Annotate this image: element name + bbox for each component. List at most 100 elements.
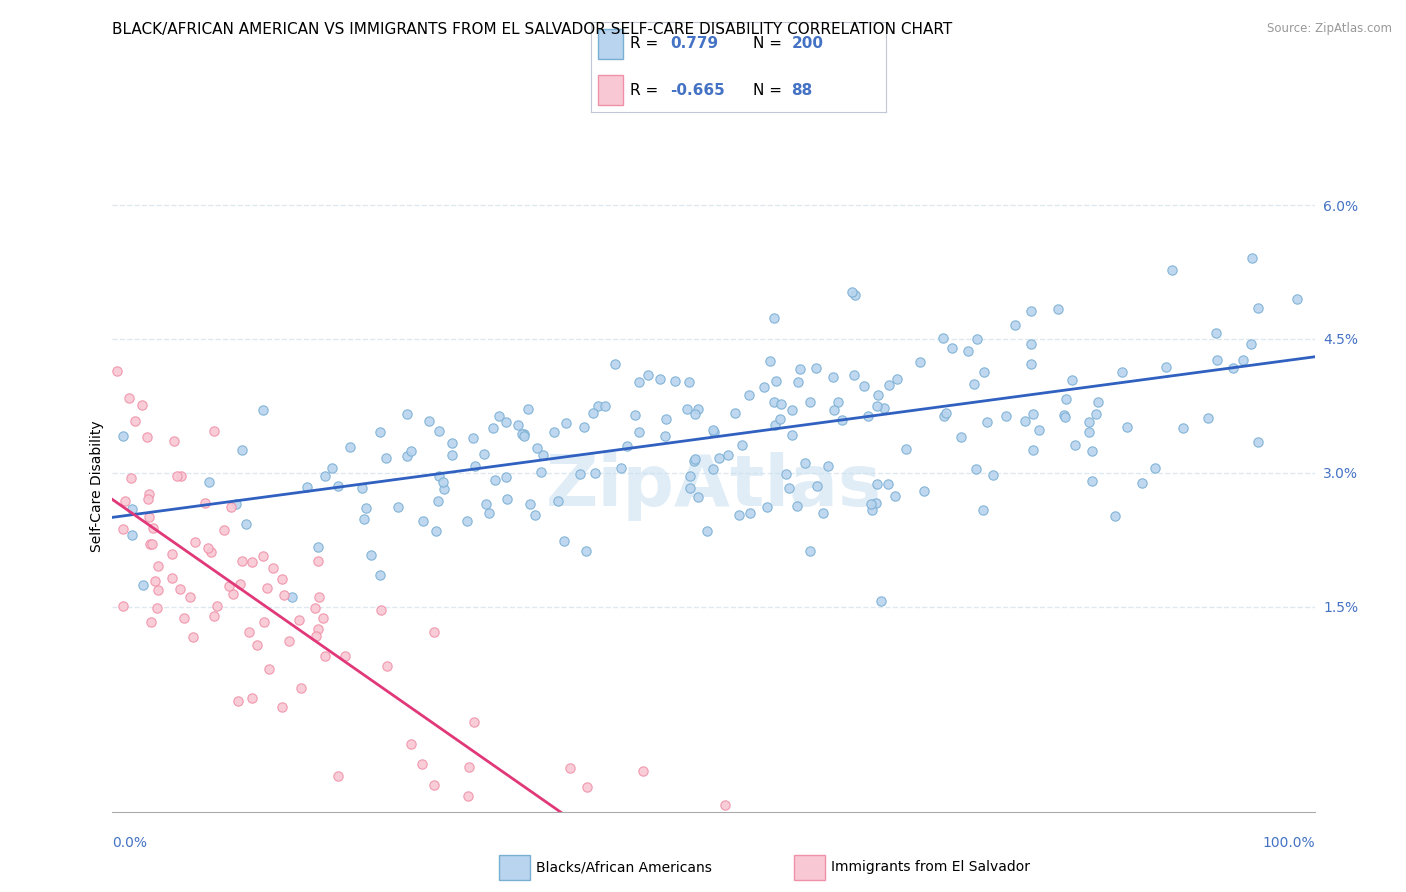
Point (957, 344, 980, 359)
Point (831, 413, 853, 427)
Text: 200: 200 (792, 37, 824, 51)
Point (295, 479, 318, 493)
Point (307, 622, 329, 636)
Point (120, 470, 142, 484)
Point (228, 694, 250, 708)
Point (253, 615, 276, 630)
Text: R =: R = (630, 83, 658, 97)
Point (769, 397, 792, 411)
Point (786, 375, 808, 389)
Point (972, 503, 994, 517)
Point (401, 737, 423, 751)
Point (995, 409, 1018, 423)
Point (877, 377, 900, 392)
Point (411, 757, 433, 772)
Point (107, 364, 129, 378)
Point (111, 429, 134, 443)
Point (762, 395, 785, 409)
Point (1154, 360, 1177, 375)
Point (1205, 326, 1227, 341)
Point (786, 499, 808, 513)
Point (457, 789, 479, 803)
Point (932, 409, 955, 424)
Point (162, 547, 184, 561)
Point (860, 503, 883, 517)
Point (326, 769, 349, 783)
Text: N =: N = (754, 37, 782, 51)
Point (683, 407, 706, 421)
Point (481, 421, 503, 435)
Point (222, 587, 245, 601)
Point (238, 625, 260, 640)
Point (1054, 392, 1077, 406)
Point (304, 600, 326, 615)
Point (603, 357, 626, 371)
Text: BLACK/AFRICAN AMERICAN VS IMMIGRANTS FROM EL SALVADOR SELF-CARE DISABILITY CORRE: BLACK/AFRICAN AMERICAN VS IMMIGRANTS FRO… (112, 22, 953, 37)
Point (799, 395, 821, 409)
Point (422, 625, 444, 640)
Point (141, 536, 163, 550)
Point (131, 398, 153, 412)
Point (1205, 353, 1227, 368)
Point (433, 482, 456, 496)
Text: Blacks/African Americans: Blacks/African Americans (536, 860, 711, 874)
Point (395, 407, 418, 421)
Point (853, 378, 876, 392)
Point (627, 425, 650, 439)
Point (166, 468, 188, 483)
Point (312, 611, 335, 625)
Point (252, 549, 274, 563)
Point (973, 366, 995, 380)
Point (650, 372, 672, 386)
Point (686, 491, 709, 505)
Point (354, 501, 377, 516)
Point (496, 492, 519, 507)
Text: -0.665: -0.665 (671, 83, 725, 97)
Point (387, 500, 409, 515)
Point (547, 494, 569, 508)
Point (912, 483, 935, 498)
Point (308, 590, 330, 604)
Point (1115, 420, 1137, 434)
Bar (598, 29, 623, 59)
Point (530, 465, 553, 479)
Point (314, 469, 336, 483)
Point (576, 780, 599, 794)
Point (427, 469, 450, 483)
Point (856, 409, 879, 424)
Point (543, 425, 565, 439)
Point (707, 450, 730, 465)
Point (759, 353, 782, 368)
Point (321, 461, 343, 475)
Point (756, 500, 779, 514)
Point (432, 475, 454, 489)
Point (212, 523, 235, 537)
Point (326, 479, 349, 493)
Point (162, 571, 184, 585)
Point (804, 360, 827, 375)
Point (181, 630, 204, 644)
Point (262, 561, 284, 575)
Point (865, 495, 887, 509)
Point (623, 408, 645, 422)
Point (866, 477, 889, 491)
Point (143, 574, 166, 588)
Point (752, 380, 775, 394)
Point (198, 475, 221, 489)
Point (531, 448, 554, 462)
Point (896, 442, 918, 456)
Point (1222, 361, 1244, 376)
Point (179, 590, 201, 604)
Point (654, 411, 676, 425)
Point (593, 399, 616, 413)
Point (870, 594, 893, 608)
Point (768, 412, 790, 426)
Point (519, 497, 541, 511)
Point (568, 467, 591, 481)
Point (1080, 444, 1102, 458)
Point (290, 681, 312, 695)
Point (202, 425, 225, 439)
Point (553, 534, 575, 549)
Point (827, 395, 849, 409)
Point (456, 514, 478, 528)
